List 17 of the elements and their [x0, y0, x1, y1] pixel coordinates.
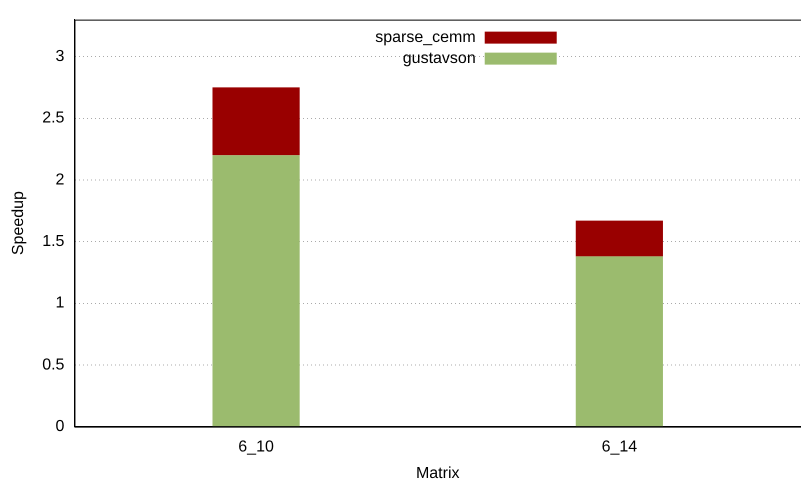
y-axis-title: Speedup — [10, 190, 28, 256]
x-tick-label: 6_10 — [238, 438, 274, 456]
y-tick-label: 1 — [56, 294, 65, 312]
bar — [212, 87, 300, 156]
y-tick-label: 0 — [56, 418, 65, 436]
legend-label: gustavson — [402, 50, 476, 68]
x-axis-title: Matrix — [416, 464, 460, 482]
bar — [212, 155, 300, 426]
bar — [576, 220, 663, 256]
y-tick-label: 0.5 — [42, 356, 65, 374]
y-tick-label: 1.5 — [42, 233, 65, 250]
y-tick-label: 2.5 — [42, 110, 65, 127]
x-tick-label: 6_14 — [602, 438, 638, 456]
y-tick-label: 3 — [56, 48, 65, 66]
y-tick-label: 2 — [56, 171, 65, 188]
legend-label: sparse_cemm — [375, 29, 476, 46]
bar — [576, 256, 663, 426]
